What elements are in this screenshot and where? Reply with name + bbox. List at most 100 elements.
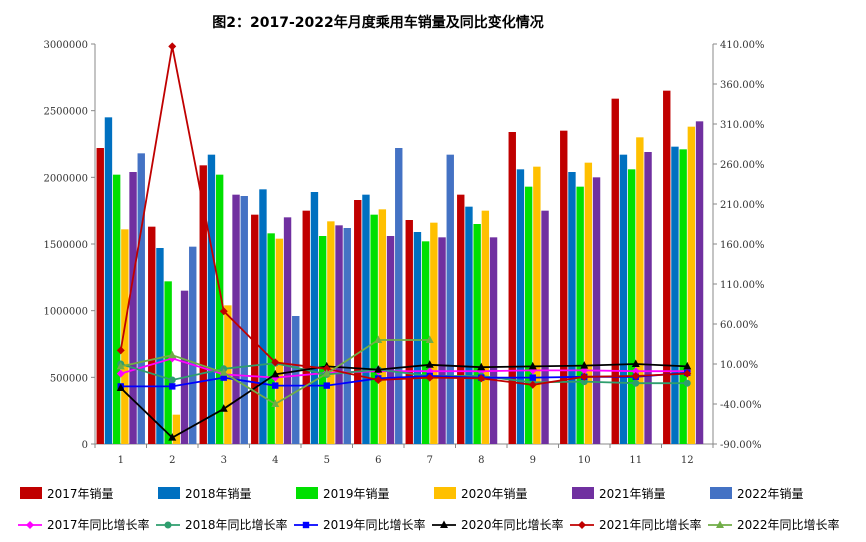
legend-label: 2021年销量 bbox=[599, 487, 666, 501]
bar-2019年销量-9 bbox=[524, 186, 533, 444]
legend-swatch-2019年销量 bbox=[296, 487, 318, 499]
bar-2018年销量-8 bbox=[465, 206, 473, 444]
point-2022年同比增长率-4 bbox=[271, 399, 280, 407]
bar-2020年销量-12 bbox=[687, 126, 696, 445]
point-2020年同比增长率-8 bbox=[477, 362, 486, 371]
y2-tick-label: -40.00% bbox=[720, 400, 762, 411]
point-2020年同比增长率-2 bbox=[168, 433, 177, 441]
bar-2021年销量-9 bbox=[541, 210, 549, 444]
point-2020年同比增长率-3 bbox=[219, 404, 228, 412]
y2-tick-label: 10.00% bbox=[720, 360, 758, 371]
bar-2018年销量-10 bbox=[568, 172, 576, 444]
line-2021年同比增长率 bbox=[119, 46, 688, 386]
bar-2019年销量-10 bbox=[576, 186, 584, 444]
bar-2022年销量-2 bbox=[189, 246, 197, 444]
bar-2018年销量-12 bbox=[671, 146, 679, 444]
bar-2021年销量-12 bbox=[695, 121, 704, 444]
y2-tick-label: 260.00% bbox=[720, 160, 765, 171]
bar-2017年销量-12 bbox=[663, 90, 671, 445]
point-2019年同比增长率-2 bbox=[169, 383, 176, 390]
point-2020年同比增长率-6 bbox=[374, 365, 383, 373]
legend-label: 2019年同比增长率 bbox=[323, 517, 426, 532]
point-2022年同比增长率-7 bbox=[425, 335, 434, 343]
y2-tick-label: 110.00% bbox=[720, 280, 765, 291]
point-2020年同比增长率-11 bbox=[631, 359, 640, 367]
point-2018年同比增长率-12 bbox=[683, 379, 691, 387]
bar-2018年销量-4 bbox=[259, 189, 267, 444]
point-2022年同比增长率-5 bbox=[322, 369, 331, 377]
bar-2018年销量-11 bbox=[619, 154, 628, 444]
x-tick-label: 1 bbox=[118, 455, 124, 466]
y-tick-label: 2500000 bbox=[43, 107, 88, 118]
point-2021年同比增长率-10 bbox=[580, 372, 589, 381]
legend-label: 2017年销量 bbox=[47, 487, 114, 501]
legend-label: 2021年同比增长率 bbox=[599, 517, 702, 532]
point-2017年同比增长率-11 bbox=[631, 367, 640, 376]
legend-label: 2020年同比增长率 bbox=[461, 517, 564, 532]
bar-2022年销量-1 bbox=[137, 153, 145, 445]
point-2021年同比增长率-1 bbox=[116, 346, 125, 355]
bar-2019年销量-12 bbox=[679, 149, 687, 445]
legend-label: 2018年销量 bbox=[185, 487, 252, 501]
bar-2022年销量-7 bbox=[446, 154, 454, 444]
plot-axes: 0 500000 1000000 1500000 2000000 2500000 30000… bbox=[43, 40, 764, 466]
bar-2019年销量-7 bbox=[421, 241, 430, 444]
point-2022年同比增长率-6 bbox=[374, 335, 383, 343]
x-tick-label: 10 bbox=[578, 455, 591, 466]
x-tick-label: 12 bbox=[681, 455, 694, 466]
point-2021年同比增长率-2 bbox=[168, 42, 177, 51]
point-2021年同比增长率-12 bbox=[683, 369, 692, 378]
point-2020年同比增长率-12 bbox=[683, 361, 692, 370]
legend-marker-2020年同比增长率 bbox=[440, 520, 448, 528]
legend-marker-2019年同比增长率 bbox=[302, 521, 310, 529]
y2-tick-label: 210.00% bbox=[720, 200, 765, 211]
point-2019年同比增长率-3 bbox=[220, 374, 227, 381]
bar-2021年销量-8 bbox=[489, 237, 498, 444]
bar-2019年销量-3 bbox=[215, 174, 224, 444]
bar-2019年销量-6 bbox=[370, 214, 378, 444]
bar-2017年销量-11 bbox=[611, 98, 619, 445]
bar-2021年销量-3 bbox=[232, 194, 240, 444]
point-2020年同比增长率-1 bbox=[116, 383, 125, 391]
bar-2021年销量-5 bbox=[335, 225, 343, 444]
bar-2021年销量-4 bbox=[283, 217, 292, 444]
x-tick-label: 11 bbox=[629, 455, 642, 466]
point-2018年同比增长率-2 bbox=[168, 376, 176, 384]
point-2020年同比增长率-10 bbox=[580, 361, 589, 369]
bar-2018年销量-7 bbox=[413, 232, 422, 444]
bar-2020年销量-6 bbox=[378, 209, 387, 444]
point-2019年同比增长率-4 bbox=[272, 382, 279, 389]
bar-2021年销量-2 bbox=[180, 290, 189, 444]
bar-2018年销量-5 bbox=[310, 192, 319, 444]
bar-2020年销量-11 bbox=[636, 137, 644, 445]
bar-2018年销量-1 bbox=[104, 117, 113, 444]
bar-2021年销量-10 bbox=[592, 177, 601, 445]
x-tick-label: 4 bbox=[272, 455, 278, 466]
legend-swatch-2017年销量 bbox=[20, 487, 42, 499]
legend-marker-2021年同比增长率 bbox=[578, 521, 586, 529]
point-2022年同比增长率-2 bbox=[168, 350, 177, 359]
bar-2017年销量-6 bbox=[354, 200, 362, 444]
y2-tick-label: 60.00% bbox=[720, 320, 758, 331]
y2-tick-label: -90.00% bbox=[720, 440, 762, 451]
bar-2020年销量-1 bbox=[121, 229, 129, 444]
bar-2020年销量-4 bbox=[275, 238, 284, 444]
x-tick-label: 3 bbox=[221, 455, 227, 466]
bar-2020年销量-9 bbox=[533, 166, 541, 444]
bar-2017年销量-8 bbox=[457, 194, 465, 444]
y2-tick-label: 360.00% bbox=[720, 80, 765, 91]
bar-2017年销量-9 bbox=[508, 132, 516, 444]
bar-2017年销量-2 bbox=[148, 226, 156, 444]
y-tick-label: 1500000 bbox=[43, 240, 88, 251]
chart-title: 图2：2017-2022年月度乘用车销量及同比变化情况 bbox=[212, 14, 543, 31]
bar-2018年销量-9 bbox=[516, 169, 525, 445]
bar-2018年销量-2 bbox=[156, 248, 164, 444]
legend-marker-2022年同比增长率 bbox=[716, 520, 724, 528]
bar-2022年销量-3 bbox=[240, 196, 248, 444]
bar-2020年销量-7 bbox=[430, 222, 438, 444]
bar-2019年销量-11 bbox=[627, 169, 636, 445]
y-tick-label: 500000 bbox=[50, 373, 88, 384]
bar-2018年销量-6 bbox=[362, 194, 370, 444]
bar-2020年销量-10 bbox=[584, 162, 593, 444]
point-2021年同比增长率-4 bbox=[271, 358, 280, 367]
